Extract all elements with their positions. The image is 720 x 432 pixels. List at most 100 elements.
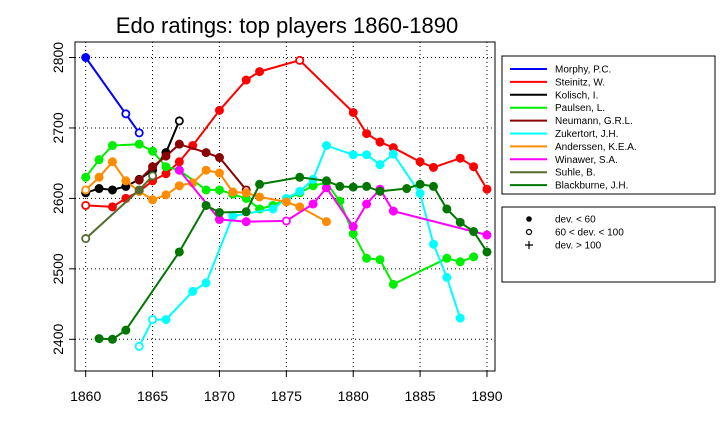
x-tick-label: 1870	[204, 388, 235, 404]
series-zukertort-j-h-point	[388, 149, 398, 159]
y-tick-label: 2600	[50, 183, 66, 214]
legend-label-suhle-b: Suhle, B.	[555, 168, 596, 179]
series-neumann-g-r-l	[134, 139, 251, 195]
legend-marker-label: 60 < dev. < 100	[555, 228, 624, 239]
series-steinitz-w-point	[255, 67, 265, 77]
y-tick-label: 2400	[50, 324, 66, 355]
series-blackburne-j-h-point	[201, 200, 211, 210]
series-zukertort-j-h-point	[295, 186, 305, 196]
series-paulsen-l-point	[362, 253, 372, 263]
legend-label-winawer-s-a: Winawer, S.A.	[555, 155, 618, 166]
series-zukertort-j-h-point	[161, 315, 171, 325]
series-morphy-p-c-point	[81, 52, 91, 62]
axes: 1860 1865 1870 1875 1880 1885 1890 2400 2500 2600…	[50, 42, 503, 404]
series-paulsen-l-point	[388, 279, 398, 289]
series-steinitz-w-point	[81, 200, 91, 210]
series-blackburne-j-h-point	[442, 204, 452, 214]
series-line-blackburne-j-h	[99, 176, 488, 341]
chart-title: Edo ratings: top players 1860-1890	[116, 13, 458, 38]
series-winawer-s-a-point	[174, 165, 184, 175]
x-tick-label: 1885	[405, 388, 436, 404]
series-paulsen-l-point	[134, 139, 144, 149]
series-steinitz-w-point	[107, 202, 117, 212]
legend-label-morphy-p-c: Morphy, P.C.	[555, 65, 611, 76]
series-neumann-g-r-l-point	[161, 151, 171, 161]
series-winawer-s-a	[174, 165, 492, 240]
series-blackburne-j-h-point	[94, 334, 104, 344]
series-suhle-b-point	[148, 171, 158, 181]
series-zukertort-j-h-point	[415, 188, 425, 198]
series-layer	[81, 52, 492, 351]
series-anderssen-k-e-a-point	[94, 172, 104, 182]
series-paulsen-l-point	[455, 257, 465, 267]
series-legend-box	[501, 55, 716, 195]
series-paulsen-l-point	[442, 253, 452, 263]
series-paulsen-l-point	[201, 185, 211, 195]
x-tick-label: 1875	[271, 388, 302, 404]
series-kolisch-i-point	[94, 184, 104, 194]
series-blackburne-j-h-point	[348, 182, 358, 192]
series-anderssen-k-e-a-point	[295, 202, 305, 212]
series-paulsen-l-point	[469, 252, 479, 262]
series-line-paulsen-l	[84, 143, 474, 286]
x-tick-label: 1890	[471, 388, 502, 404]
series-zukertort-j-h-point	[375, 160, 385, 170]
series-paulsen-l-point	[161, 162, 171, 172]
series-blackburne-j-h-point	[107, 334, 117, 344]
series-steinitz-w-point	[295, 55, 305, 65]
series-line-suhle-b	[85, 175, 154, 240]
series-blackburne-j-h-point	[121, 325, 131, 335]
series-zukertort-j-h-point	[362, 150, 372, 160]
series-neumann-g-r-l-point	[201, 148, 211, 158]
series-suhle-b-point	[134, 185, 144, 195]
series-steinitz-w-point	[348, 107, 358, 117]
series-anderssen-k-e-a-point	[161, 190, 171, 200]
series-paulsen-l-point	[375, 255, 385, 265]
legend-label-paulsen-l: Paulsen, L.	[555, 103, 605, 114]
series-zukertort-j-h-point	[428, 239, 438, 249]
series-suhle-b	[81, 171, 158, 244]
series-neumann-g-r-l-point	[214, 153, 224, 163]
series-zukertort-j-h-point	[188, 286, 198, 296]
series-anderssen-k-e-a-point	[148, 195, 158, 205]
x-tick-label: 1880	[338, 388, 369, 404]
series-steinitz-w-point	[455, 153, 465, 163]
series-morphy-p-c-point	[134, 128, 144, 138]
series-blackburne-j-h-point	[375, 186, 385, 196]
legend-label-anderssen-k-e-a: Anderssen, K.E.A.	[555, 142, 637, 153]
series-suhle-b-point	[81, 234, 91, 244]
series-neumann-g-r-l-point	[134, 175, 144, 185]
series-steinitz-w-point	[241, 75, 251, 85]
series-anderssen-k-e-a-point	[174, 181, 184, 191]
series-steinitz-w-point	[469, 162, 479, 172]
legend-open-marker	[525, 228, 533, 236]
series-winawer-s-a-point	[281, 216, 291, 226]
legend-filled-marker	[526, 216, 532, 222]
legend-marker-label: dev. < 60	[555, 215, 596, 226]
y-tick-label: 2800	[50, 42, 66, 73]
series-winawer-s-a-point	[348, 222, 358, 232]
series-paulsen-l-point	[107, 141, 117, 151]
series-steinitz-w-point	[482, 184, 492, 194]
series-blackburne-j-h-point	[362, 181, 372, 191]
x-tick-label: 1860	[70, 388, 101, 404]
series-paulsen-l-point	[148, 146, 158, 156]
series-blackburne-j-h-point	[295, 172, 305, 182]
marker-legend: dev. < 60 60 < dev. < 100 dev. > 100	[501, 206, 716, 283]
series-anderssen-k-e-a-point	[255, 192, 265, 202]
series-neumann-g-r-l-point	[148, 162, 158, 172]
grid-lines	[75, 42, 495, 371]
series-morphy-p-c	[81, 52, 144, 138]
series-blackburne-j-h-point	[321, 176, 331, 186]
series-blackburne-j-h-point	[402, 184, 412, 194]
series-zukertort-j-h-point	[148, 315, 158, 325]
series-zukertort-j-h-point	[268, 204, 278, 214]
series-zukertort-j-h-point	[321, 141, 331, 151]
series-blackburne-j-h-point	[241, 207, 251, 217]
series-anderssen-k-e-a-point	[321, 217, 331, 227]
legend-label-steinitz-w: Steinitz, W.	[555, 77, 605, 88]
series-anderssen-k-e-a-point	[214, 168, 224, 178]
series-winawer-s-a-point	[362, 199, 372, 209]
legend-label-zukertort-j-h: Zukertort, J.H.	[555, 129, 618, 140]
